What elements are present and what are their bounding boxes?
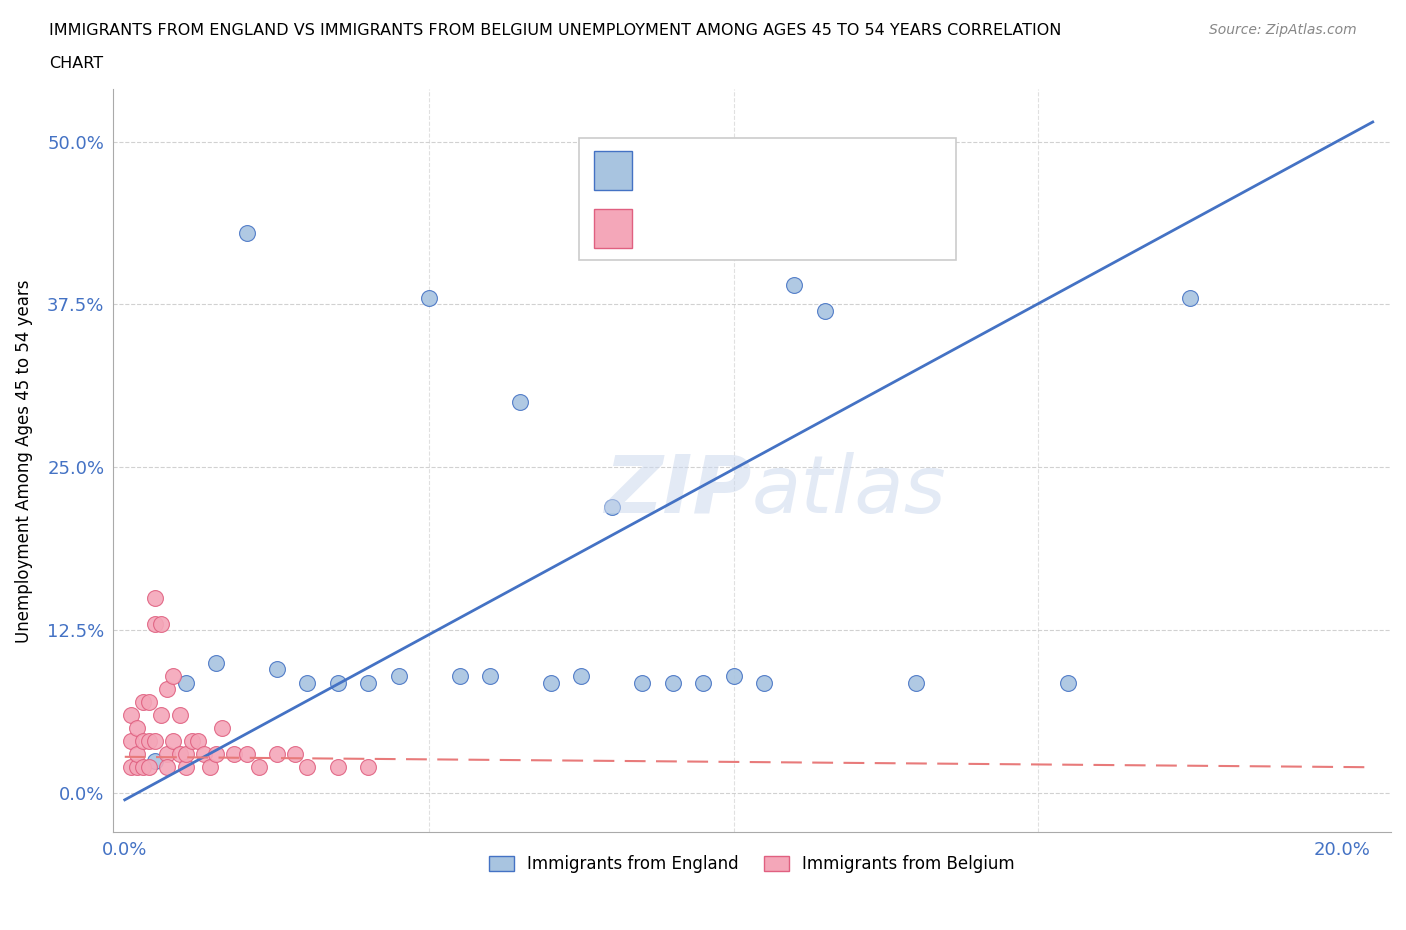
Point <box>187 734 209 749</box>
Point <box>297 760 319 775</box>
Point <box>143 591 166 605</box>
Point <box>247 760 270 775</box>
Point <box>297 675 319 690</box>
Point <box>418 290 440 305</box>
Point <box>169 747 191 762</box>
Legend: Immigrants from England, Immigrants from Belgium: Immigrants from England, Immigrants from… <box>482 848 1021 880</box>
Y-axis label: Unemployment Among Ages 45 to 54 years: Unemployment Among Ages 45 to 54 years <box>15 279 32 643</box>
Point <box>723 669 745 684</box>
Point <box>132 760 155 775</box>
Point <box>143 753 166 768</box>
Point <box>266 747 288 762</box>
Point <box>150 617 173 631</box>
Point <box>661 675 683 690</box>
Text: Source: ZipAtlas.com: Source: ZipAtlas.com <box>1209 23 1357 37</box>
Text: CHART: CHART <box>49 56 103 71</box>
Point <box>692 675 714 690</box>
Point <box>205 656 228 671</box>
Point <box>174 760 197 775</box>
Point <box>509 395 531 410</box>
Point <box>631 675 654 690</box>
Point <box>569 669 592 684</box>
Point <box>125 721 148 736</box>
Point <box>120 708 142 723</box>
Point <box>174 675 197 690</box>
Point <box>180 734 202 749</box>
Point <box>143 617 166 631</box>
Point <box>600 499 623 514</box>
Point <box>905 675 928 690</box>
Point <box>266 662 288 677</box>
Text: atlas: atlas <box>752 452 946 529</box>
Point <box>125 747 148 762</box>
Point <box>783 277 806 292</box>
Point <box>150 708 173 723</box>
Point <box>162 734 184 749</box>
Point <box>120 760 142 775</box>
Point <box>357 675 380 690</box>
Point <box>138 760 160 775</box>
Point <box>235 225 257 240</box>
Point <box>211 721 233 736</box>
Point <box>326 675 349 690</box>
Point <box>156 747 179 762</box>
Point <box>357 760 380 775</box>
Point <box>814 303 837 318</box>
Point <box>326 760 349 775</box>
Point <box>120 734 142 749</box>
Point <box>169 708 191 723</box>
Point <box>174 747 197 762</box>
Point <box>479 669 502 684</box>
Point <box>752 675 775 690</box>
Point <box>162 669 184 684</box>
Point <box>198 760 221 775</box>
Point <box>143 734 166 749</box>
Point <box>1057 675 1080 690</box>
Point <box>224 747 246 762</box>
Point <box>132 734 155 749</box>
Point <box>138 734 160 749</box>
Point <box>1178 290 1201 305</box>
Text: IMMIGRANTS FROM ENGLAND VS IMMIGRANTS FROM BELGIUM UNEMPLOYMENT AMONG AGES 45 TO: IMMIGRANTS FROM ENGLAND VS IMMIGRANTS FR… <box>49 23 1062 38</box>
Point <box>138 695 160 710</box>
Point <box>125 760 148 775</box>
Text: ZIP: ZIP <box>605 452 752 529</box>
Point <box>193 747 215 762</box>
Point <box>205 747 228 762</box>
Point <box>388 669 411 684</box>
Point <box>132 695 155 710</box>
Point <box>449 669 471 684</box>
Point <box>540 675 562 690</box>
Point <box>235 747 257 762</box>
Point <box>156 760 179 775</box>
Point <box>284 747 307 762</box>
Point <box>156 682 179 697</box>
